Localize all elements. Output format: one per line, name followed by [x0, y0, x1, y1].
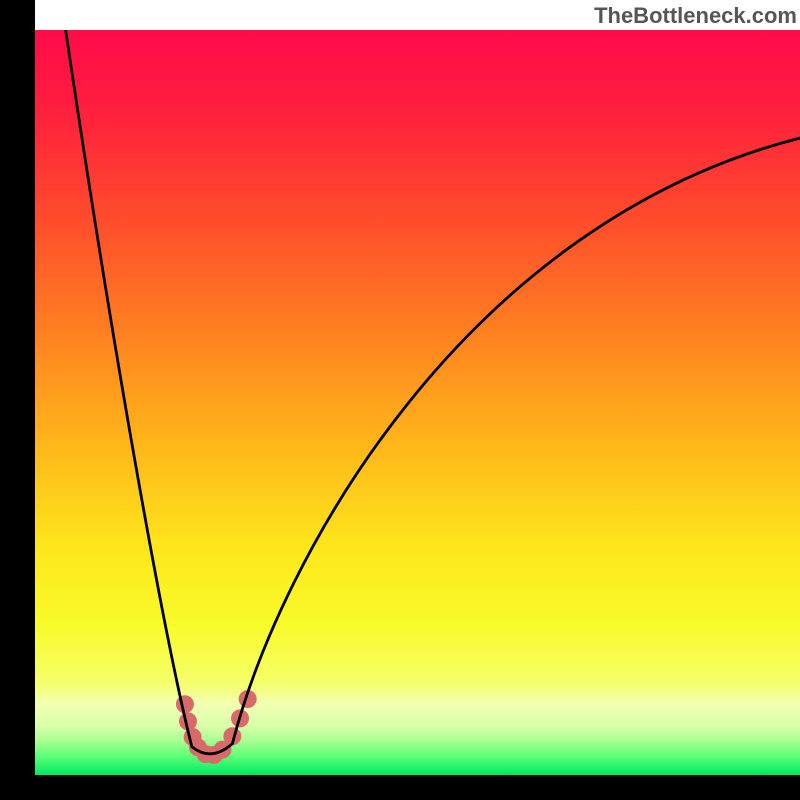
- gradient-background: [35, 30, 800, 775]
- marker-dot: [176, 696, 193, 713]
- chart-container: TheBottleneck.com: [0, 0, 800, 800]
- chart-svg: [0, 0, 800, 800]
- frame-bottom: [0, 775, 800, 800]
- frame-left: [0, 0, 35, 800]
- watermark-text: TheBottleneck.com: [594, 3, 797, 29]
- plot-area: [35, 30, 800, 775]
